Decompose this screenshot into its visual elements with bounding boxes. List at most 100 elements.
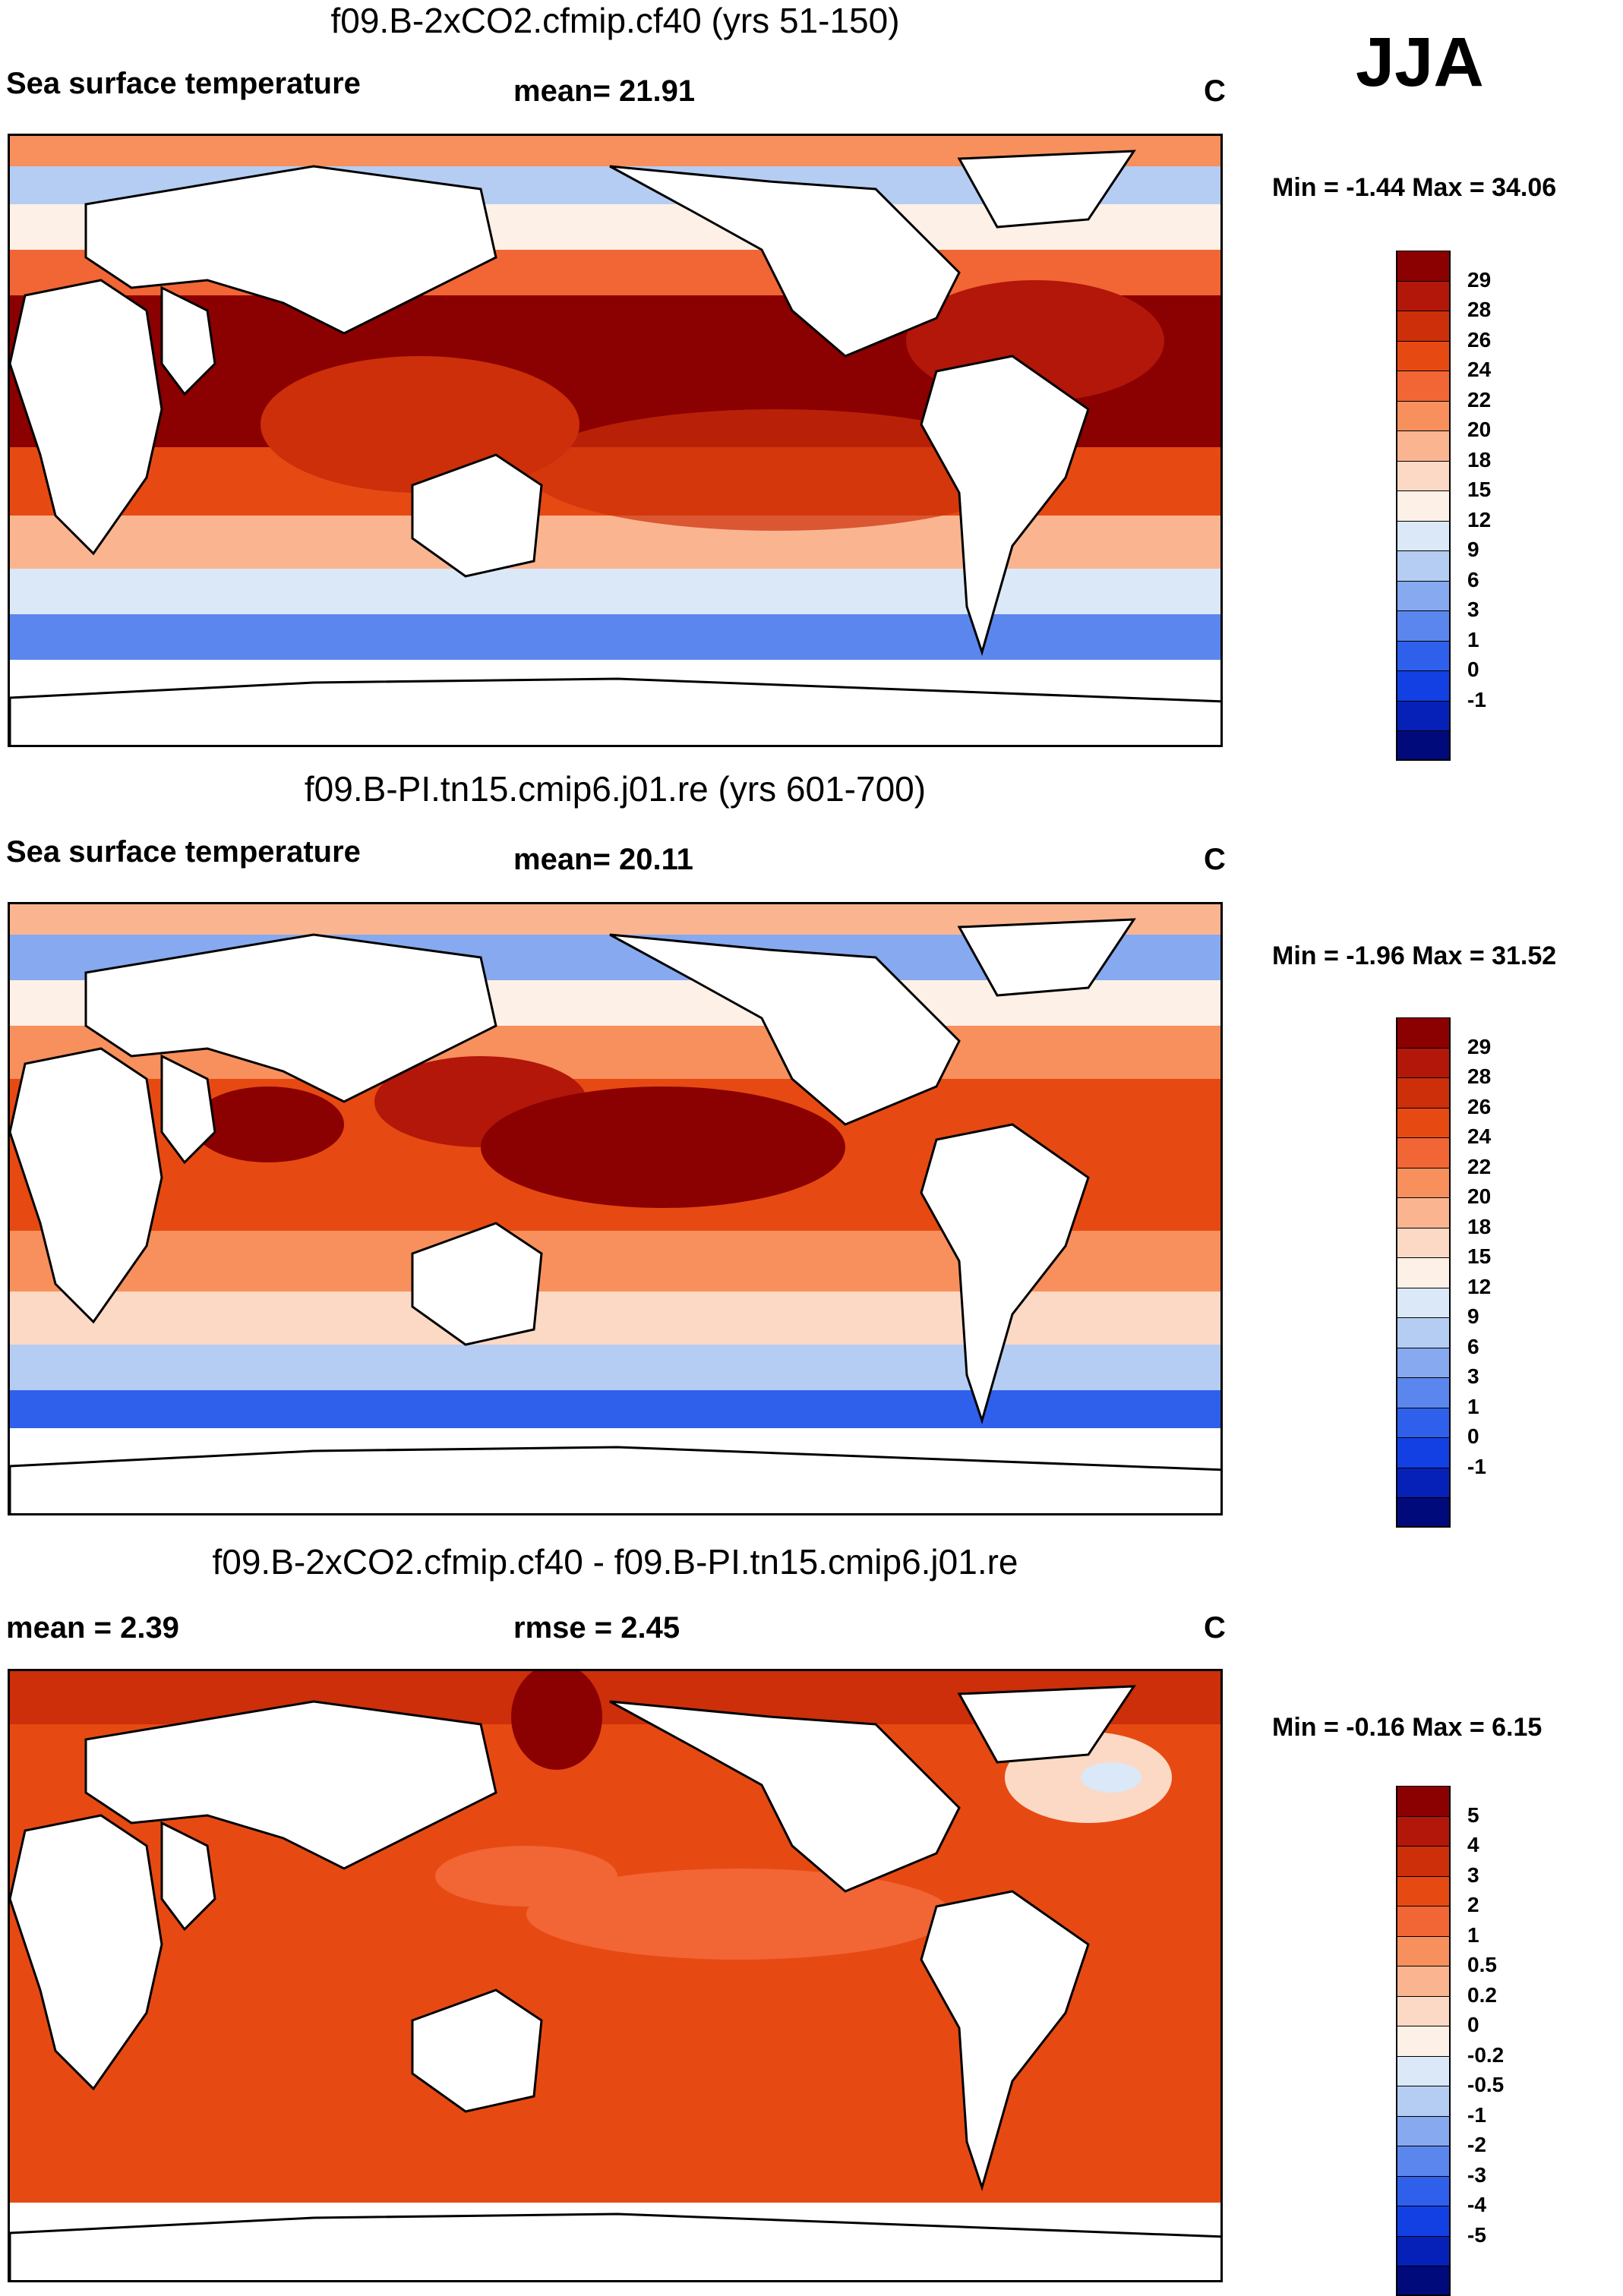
colorbar-tick-label: 22 — [1467, 1154, 1492, 1178]
colorbar-tick-label: 3 — [1467, 1364, 1479, 1388]
colorbar-tick-label: 0 — [1467, 1424, 1479, 1448]
colorbar-tick-label: 3 — [1467, 1862, 1479, 1887]
colorbar-tick-label: 15 — [1467, 1244, 1492, 1268]
colorbar-swatch — [1396, 1347, 1451, 1377]
colorbar-swatch — [1396, 1317, 1451, 1348]
colorbar-swatch — [1396, 280, 1451, 311]
colorbar-swatch — [1396, 2146, 1451, 2176]
colorbar-tick-label: 29 — [1467, 1034, 1492, 1058]
panel-1-colorbar — [1396, 251, 1451, 761]
colorbar-swatch — [1396, 251, 1451, 281]
colorbar-swatch — [1396, 2175, 1451, 2206]
panel-3-mean-label: mean = 2.39 — [6, 1611, 179, 1645]
colorbar-swatch — [1396, 1377, 1451, 1408]
colorbar-tick-label: 6 — [1467, 1334, 1479, 1358]
colorbar-swatch — [1396, 1935, 1451, 1966]
colorbar-tick-label: 29 — [1467, 267, 1492, 292]
colorbar-tick-label: 1 — [1467, 627, 1479, 651]
colorbar-swatch — [1396, 2115, 1451, 2146]
colorbar-swatch — [1396, 1227, 1451, 1257]
panel-1-variable-label: Sea surface temperature — [6, 67, 361, 100]
colorbar-tick-label: -0.5 — [1467, 2073, 1505, 2096]
colorbar-tick-label: 22 — [1467, 387, 1492, 412]
panel-1-mean-label: mean= 21.91 — [513, 74, 696, 108]
colorbar-tick-label: -5 — [1467, 2222, 1486, 2247]
panel-1-title: f09.B-2xCO2.cfmip.cf40 (yrs 51-150) — [330, 1, 900, 40]
season-label: JJA — [1356, 24, 1484, 101]
colorbar-swatch — [1396, 1875, 1451, 1906]
colorbar-tick-label: 18 — [1467, 1214, 1492, 1238]
colorbar-tick-label: -1 — [1467, 2102, 1486, 2127]
colorbar-tick-label: 2 — [1467, 1893, 1479, 1916]
colorbar-tick-label: 0 — [1467, 658, 1479, 681]
colorbar-swatch — [1396, 610, 1451, 641]
colorbar-swatch — [1396, 460, 1451, 490]
colorbar-tick-label: 28 — [1467, 1064, 1492, 1088]
colorbar-swatch — [1396, 311, 1451, 341]
colorbar-tick-label: 5 — [1467, 1802, 1479, 1827]
colorbar-swatch — [1396, 2026, 1451, 2056]
colorbar-swatch — [1396, 1257, 1451, 1288]
colorbar-tick-label: 26 — [1467, 327, 1492, 352]
colorbar-swatch — [1396, 1815, 1451, 1846]
colorbar-swatch — [1396, 700, 1451, 730]
panel-2-mean-label: mean= 20.11 — [513, 843, 693, 876]
colorbar-tick-label: -2 — [1467, 2133, 1486, 2156]
colorbar-tick-label: 0.2 — [1467, 1982, 1497, 2007]
colorbar-tick-label: 1 — [1467, 1394, 1479, 1418]
colorbar-swatch — [1396, 1437, 1451, 1468]
colorbar-swatch — [1396, 1846, 1451, 1876]
colorbar-tick-label: -1 — [1467, 687, 1486, 711]
panel-2-variable-label: Sea surface temperature — [6, 835, 361, 869]
colorbar-swatch — [1396, 1197, 1451, 1228]
colorbar-tick-label: 3 — [1467, 598, 1479, 621]
colorbar-swatch — [1396, 730, 1451, 761]
colorbar-swatch — [1396, 400, 1451, 430]
panel-3-colorbar — [1396, 1786, 1451, 2296]
panel-2-sst-map — [10, 904, 1220, 1513]
colorbar-swatch — [1396, 1906, 1451, 1936]
colorbar-tick-label: 24 — [1467, 358, 1492, 381]
panel-2-title: f09.B-PI.tn15.cmip6.j01.re (yrs 601-700) — [304, 769, 927, 809]
colorbar-swatch — [1396, 1497, 1451, 1528]
panel-3-rmse-label: rmse = 2.45 — [513, 1611, 680, 1645]
colorbar-swatch — [1396, 2055, 1451, 2086]
colorbar-tick-label: 6 — [1467, 567, 1479, 591]
colorbar-swatch — [1396, 1077, 1451, 1108]
colorbar-swatch — [1396, 2266, 1451, 2296]
panel-2-minmax: Min = -1.96 Max = 31.52 — [1272, 941, 1557, 970]
colorbar-tick-label: -3 — [1467, 2162, 1486, 2187]
colorbar-swatch — [1396, 1407, 1451, 1437]
colorbar-swatch — [1396, 371, 1451, 401]
colorbar-tick-label: 9 — [1467, 538, 1479, 561]
colorbar-tick-label: 26 — [1467, 1094, 1492, 1118]
colorbar-swatch — [1396, 1995, 1451, 2026]
colorbar-tick-label: 4 — [1467, 1833, 1479, 1856]
colorbar-swatch — [1396, 1467, 1451, 1497]
colorbar-swatch — [1396, 340, 1451, 371]
colorbar-tick-label: 18 — [1467, 447, 1492, 472]
colorbar-swatch — [1396, 1047, 1451, 1077]
colorbar-swatch — [1396, 2086, 1451, 2116]
colorbar-swatch — [1396, 1287, 1451, 1317]
colorbar-tick-label: 24 — [1467, 1124, 1492, 1148]
colorbar-swatch — [1396, 1137, 1451, 1168]
colorbar-swatch — [1396, 670, 1451, 701]
panel-1-sst-map — [10, 136, 1220, 745]
colorbar-swatch — [1396, 2235, 1451, 2266]
colorbar-tick-label: -4 — [1467, 2193, 1486, 2216]
colorbar-swatch — [1396, 490, 1451, 521]
colorbar-swatch — [1396, 1786, 1451, 1816]
colorbar-swatch — [1396, 580, 1451, 610]
colorbar-swatch — [1396, 1017, 1451, 1048]
panel-3-map — [8, 1669, 1223, 2282]
colorbar-swatch — [1396, 640, 1451, 670]
panel-3-difference-map — [10, 1671, 1220, 2280]
colorbar-tick-label: 0.5 — [1467, 1953, 1497, 1976]
colorbar-swatch — [1396, 520, 1451, 550]
panel-3-title: f09.B-2xCO2.cfmip.cf40 - f09.B-PI.tn15.c… — [212, 1542, 1018, 1582]
panel-2-colorbar — [1396, 1017, 1451, 1528]
colorbar-tick-label: 12 — [1467, 507, 1492, 531]
panel-2-map — [8, 902, 1223, 1515]
panel-2-units: C — [1204, 843, 1226, 876]
